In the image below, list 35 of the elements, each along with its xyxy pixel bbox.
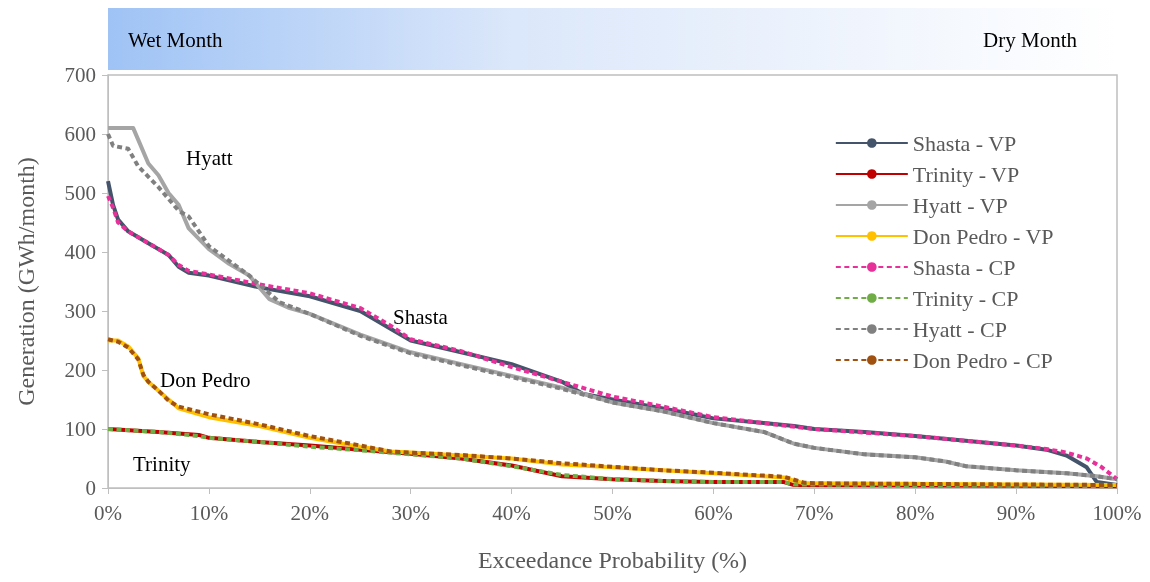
x-tick-label: 80% [895, 500, 935, 525]
x-tick-label: 20% [290, 500, 330, 525]
annotation: Shasta [393, 305, 449, 329]
annotation: Trinity [133, 452, 192, 476]
y-tick-label: 100 [64, 417, 96, 441]
x-tick-label: 70% [795, 500, 834, 525]
y-tick-label: 700 [64, 63, 96, 87]
legend-label: Trinity - VP [912, 161, 1020, 187]
legend-label: Hyatt - CP [912, 316, 1007, 342]
x-tick-label: 0% [94, 500, 122, 525]
x-tick-label: 60% [694, 500, 733, 525]
x-tick-label: 30% [391, 500, 430, 525]
x-tick-label: 90% [996, 500, 1036, 525]
y-tick-label: 600 [64, 122, 96, 146]
legend-label: Shasta - CP [912, 254, 1016, 280]
annotation: Don Pedro [160, 368, 251, 392]
text: Wet Month [128, 28, 224, 52]
legend-label: Shasta - VP [912, 130, 1017, 156]
legend-label: Don Pedro - CP [912, 347, 1053, 373]
legend-label: Don Pedro - VP [912, 223, 1054, 249]
x-axis-title: Exceedance Probability (%) [477, 547, 748, 573]
y-tick-label: 500 [64, 181, 96, 205]
y-axis-title: Generation (GWh/month) [13, 157, 39, 406]
x-tick-label: 10% [189, 500, 229, 525]
y-tick-label: 200 [64, 358, 96, 382]
legend-label: Hyatt - VP [912, 192, 1008, 218]
x-tick-label: 100% [1092, 500, 1142, 525]
y-tick-label: 0 [85, 476, 96, 500]
y-tick-label: 400 [64, 240, 96, 264]
text: Dry Month [983, 28, 1078, 52]
annotation: Hyatt [186, 146, 233, 170]
y-tick-label: 300 [64, 299, 96, 323]
x-tick-label: 50% [593, 500, 632, 525]
legend-label: Trinity - CP [912, 285, 1019, 311]
x-tick-label: 40% [492, 500, 531, 525]
